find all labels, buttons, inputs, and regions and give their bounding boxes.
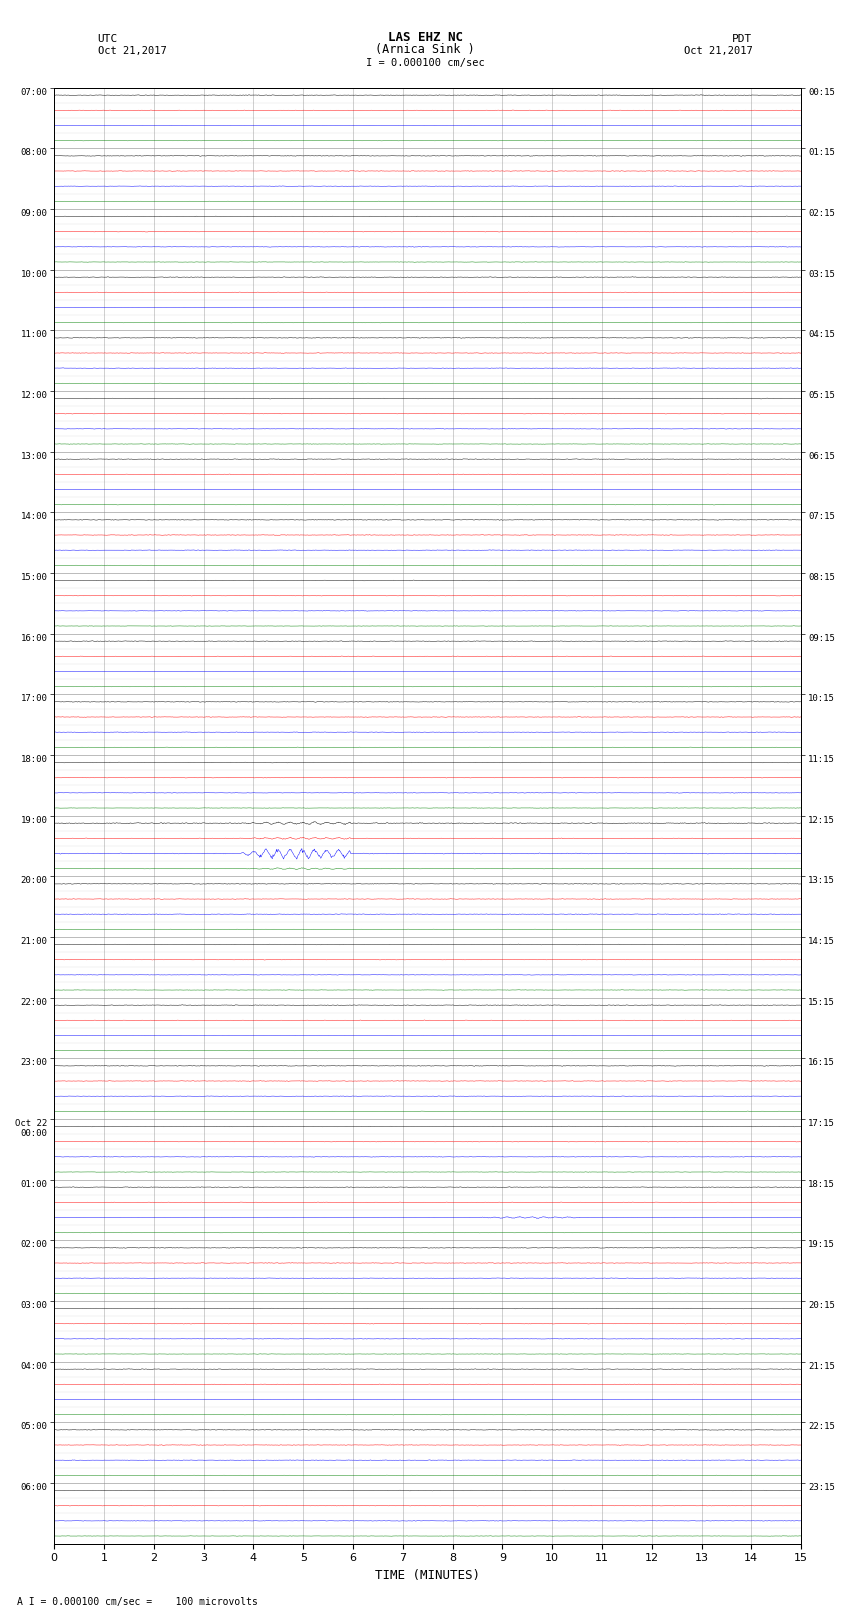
X-axis label: TIME (MINUTES): TIME (MINUTES) — [375, 1569, 480, 1582]
Text: UTC: UTC — [98, 34, 118, 44]
Text: (Arnica Sink ): (Arnica Sink ) — [375, 44, 475, 56]
Text: PDT: PDT — [732, 34, 752, 44]
Text: Oct 21,2017: Oct 21,2017 — [98, 47, 167, 56]
Text: LAS EHZ NC: LAS EHZ NC — [388, 31, 462, 44]
Text: Oct 21,2017: Oct 21,2017 — [683, 47, 752, 56]
Text: A I = 0.000100 cm/sec =    100 microvolts: A I = 0.000100 cm/sec = 100 microvolts — [17, 1597, 258, 1607]
Text: I = 0.000100 cm/sec: I = 0.000100 cm/sec — [366, 58, 484, 68]
